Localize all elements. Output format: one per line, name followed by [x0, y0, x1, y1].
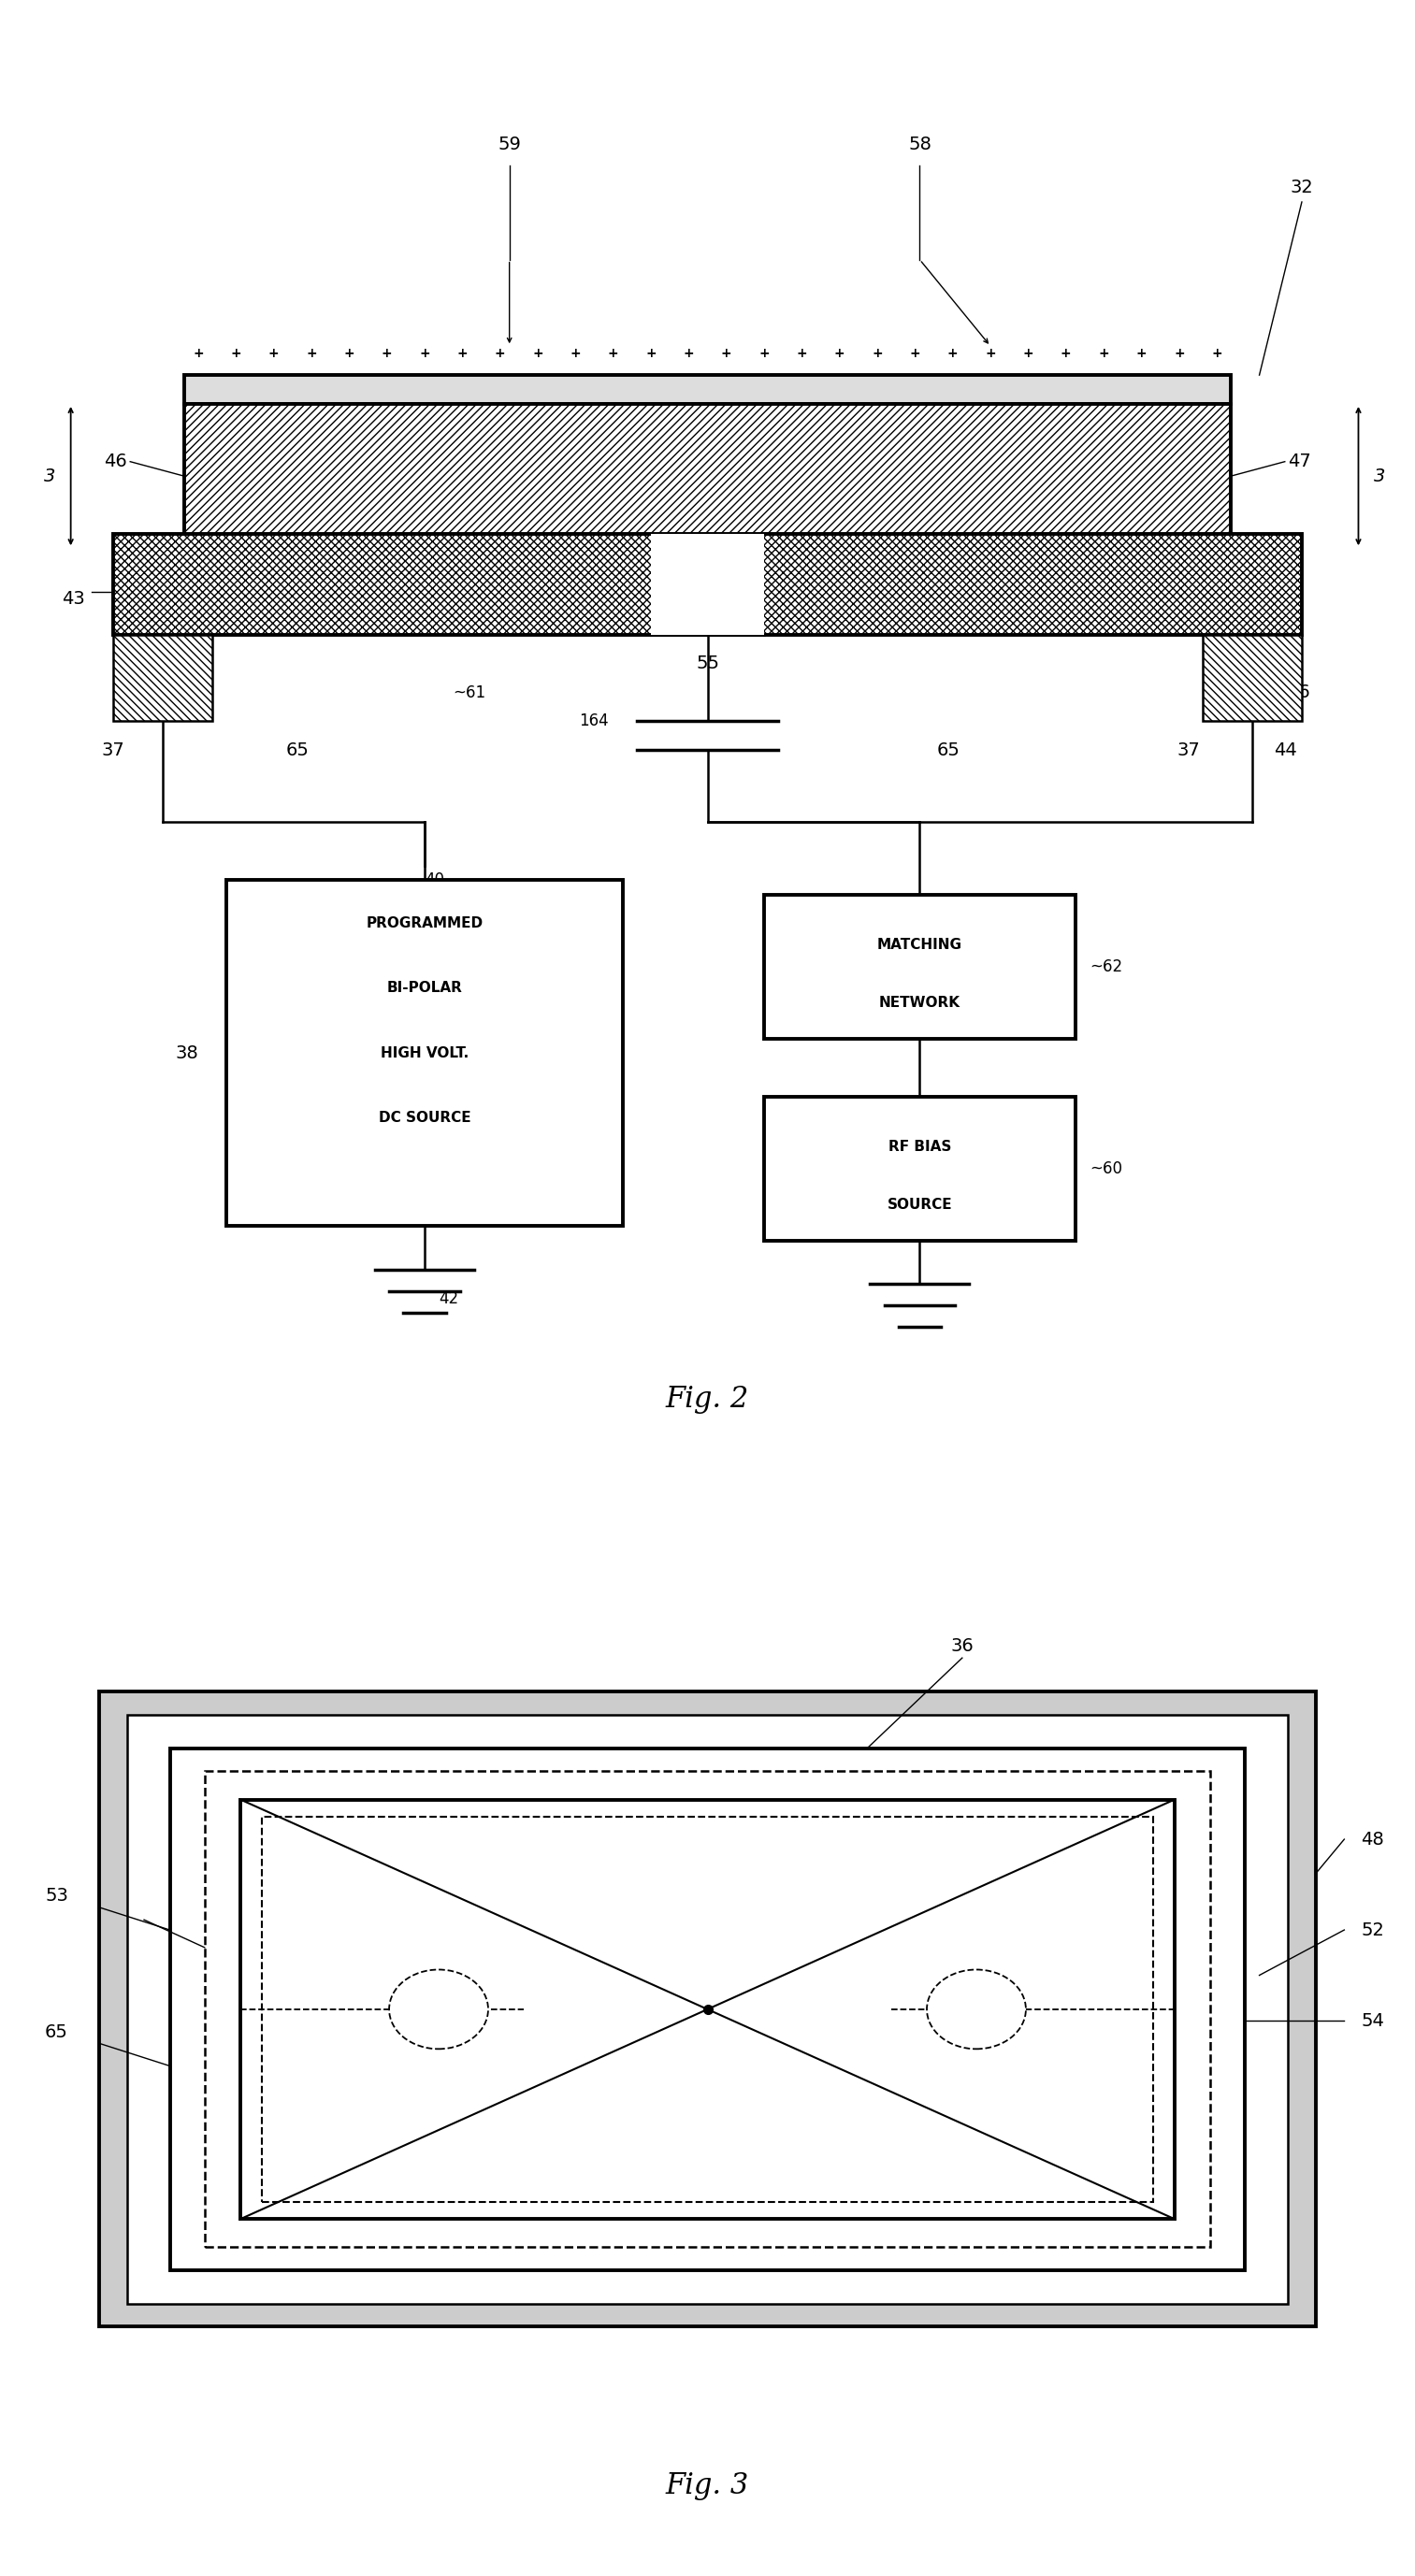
FancyBboxPatch shape — [184, 404, 1231, 549]
FancyBboxPatch shape — [99, 1692, 1316, 2326]
FancyBboxPatch shape — [262, 1816, 1153, 2202]
Text: Fig. 3: Fig. 3 — [666, 2470, 749, 2499]
Text: +: + — [797, 348, 808, 361]
Text: 42: 42 — [439, 1291, 458, 1306]
Text: 37: 37 — [102, 742, 125, 760]
Text: 164: 164 — [579, 714, 608, 729]
Text: +: + — [1136, 348, 1148, 361]
Text: 48: 48 — [1361, 1832, 1384, 1847]
Text: 37: 37 — [1177, 742, 1200, 760]
Text: 36: 36 — [951, 1638, 974, 1656]
Text: MATCHING: MATCHING — [877, 938, 962, 953]
Text: SOURCE: SOURCE — [887, 1198, 952, 1211]
Text: +: + — [1211, 348, 1223, 361]
Text: +: + — [457, 348, 468, 361]
Text: +: + — [532, 348, 543, 361]
Text: +: + — [758, 348, 770, 361]
Text: +: + — [720, 348, 732, 361]
FancyBboxPatch shape — [764, 894, 1075, 1038]
Text: +: + — [947, 348, 958, 361]
Text: 52: 52 — [1361, 1922, 1384, 1940]
Text: 59: 59 — [498, 137, 521, 152]
FancyBboxPatch shape — [1203, 634, 1302, 721]
FancyBboxPatch shape — [170, 1749, 1245, 2269]
Text: +: + — [645, 348, 657, 361]
Text: +: + — [494, 348, 505, 361]
Text: 38: 38 — [175, 1043, 198, 1061]
Text: +: + — [910, 348, 921, 361]
Text: +: + — [192, 348, 204, 361]
FancyBboxPatch shape — [764, 1097, 1075, 1242]
Circle shape — [927, 1971, 1026, 2048]
Text: HIGH VOLT.: HIGH VOLT. — [381, 1046, 468, 1061]
Text: 55: 55 — [767, 1945, 790, 1960]
Text: 40: 40 — [424, 871, 444, 889]
Text: 65: 65 — [45, 2022, 68, 2040]
FancyBboxPatch shape — [184, 376, 1231, 404]
Text: +: + — [1023, 348, 1034, 361]
Text: NETWORK: NETWORK — [879, 994, 961, 1010]
Text: +: + — [985, 348, 996, 361]
Text: +: + — [306, 348, 317, 361]
Text: +: + — [1098, 348, 1109, 361]
Text: +: + — [1173, 348, 1184, 361]
Text: +: + — [872, 348, 883, 361]
Text: +: + — [267, 348, 279, 361]
Text: 65: 65 — [286, 742, 308, 760]
Text: +: + — [344, 348, 355, 361]
Text: 55: 55 — [696, 654, 719, 672]
Text: PROGRAMMED: PROGRAMMED — [366, 917, 483, 930]
Text: 3: 3 — [1374, 466, 1385, 484]
Text: 53: 53 — [45, 1888, 68, 1904]
Circle shape — [389, 1971, 488, 2048]
Text: +: + — [683, 348, 695, 361]
Text: 54: 54 — [1361, 2012, 1384, 2030]
Text: BI-POLAR: BI-POLAR — [386, 981, 463, 994]
Text: 46: 46 — [105, 453, 127, 471]
Text: +: + — [833, 348, 845, 361]
FancyBboxPatch shape — [205, 1772, 1210, 2246]
Text: Fig. 2: Fig. 2 — [666, 1386, 749, 1414]
FancyBboxPatch shape — [113, 634, 212, 721]
FancyBboxPatch shape — [127, 1716, 1288, 2303]
Text: ~61: ~61 — [453, 685, 485, 701]
Text: +: + — [1060, 348, 1071, 361]
Text: 44: 44 — [1274, 742, 1296, 760]
Text: 36: 36 — [1288, 683, 1310, 701]
Text: +: + — [231, 348, 242, 361]
FancyBboxPatch shape — [651, 533, 764, 634]
Text: DC SOURCE: DC SOURCE — [378, 1110, 471, 1126]
Text: RF BIAS: RF BIAS — [889, 1139, 951, 1154]
Text: 47: 47 — [1288, 453, 1310, 471]
Text: ~60: ~60 — [1090, 1159, 1122, 1177]
Text: 3: 3 — [44, 466, 55, 484]
Text: ~62: ~62 — [1090, 958, 1122, 974]
Text: +: + — [419, 348, 430, 361]
Text: 65: 65 — [937, 742, 959, 760]
Text: 58: 58 — [908, 137, 931, 152]
FancyBboxPatch shape — [226, 881, 623, 1226]
Text: +: + — [570, 348, 582, 361]
FancyBboxPatch shape — [113, 533, 1302, 634]
Text: +: + — [381, 348, 392, 361]
FancyBboxPatch shape — [241, 1801, 1174, 2218]
Text: +: + — [607, 348, 618, 361]
Text: 32: 32 — [1290, 178, 1313, 196]
Text: 43: 43 — [62, 590, 85, 608]
